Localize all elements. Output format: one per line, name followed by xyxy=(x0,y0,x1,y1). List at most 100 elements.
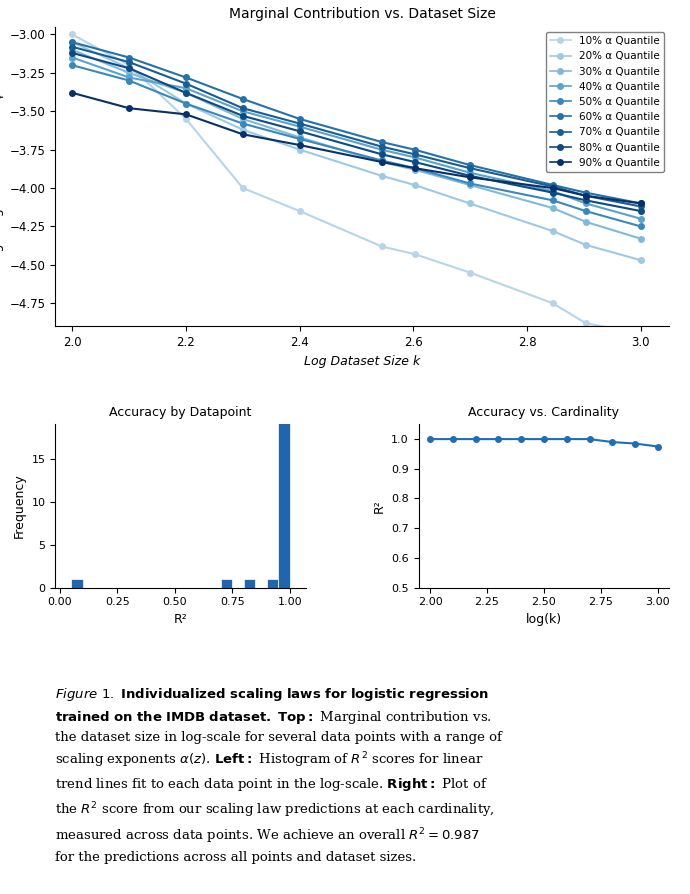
80% α Quantile xyxy=(239,111,247,122)
20% α Quantile xyxy=(295,144,304,155)
30% α Quantile xyxy=(182,88,190,98)
20% α Quantile xyxy=(637,255,645,266)
20% α Quantile xyxy=(582,240,590,250)
90% α Quantile xyxy=(637,198,645,209)
10% α Quantile xyxy=(239,182,247,193)
40% α Quantile xyxy=(125,72,133,83)
50% α Quantile xyxy=(637,221,645,232)
40% α Quantile xyxy=(549,186,557,197)
60% α Quantile xyxy=(411,144,419,155)
X-axis label: R²: R² xyxy=(174,613,188,626)
20% α Quantile xyxy=(411,180,419,190)
90% α Quantile xyxy=(125,103,133,114)
20% α Quantile xyxy=(239,124,247,135)
80% α Quantile xyxy=(549,188,557,198)
40% α Quantile xyxy=(466,167,474,178)
80% α Quantile xyxy=(295,126,304,137)
40% α Quantile xyxy=(68,52,77,63)
80% α Quantile xyxy=(125,63,133,73)
10% α Quantile xyxy=(295,206,304,216)
70% α Quantile xyxy=(239,103,247,114)
40% α Quantile xyxy=(582,198,590,209)
70% α Quantile xyxy=(68,41,77,52)
10% α Quantile xyxy=(411,249,419,259)
10% α Quantile xyxy=(549,298,557,308)
10% α Quantile xyxy=(377,241,386,252)
40% α Quantile xyxy=(182,83,190,94)
70% α Quantile xyxy=(637,201,645,212)
20% α Quantile xyxy=(466,198,474,209)
70% α Quantile xyxy=(182,79,190,89)
70% α Quantile xyxy=(295,118,304,129)
20% α Quantile xyxy=(549,225,557,236)
60% α Quantile xyxy=(295,114,304,124)
70% α Quantile xyxy=(549,181,557,192)
60% α Quantile xyxy=(637,198,645,209)
60% α Quantile xyxy=(239,94,247,105)
Y-axis label: Log Marginal Contribution ψₖ: Log Marginal Contribution ψₖ xyxy=(0,87,4,266)
Bar xyxy=(278,390,290,587)
90% α Quantile xyxy=(377,156,386,167)
30% α Quantile xyxy=(239,114,247,124)
60% α Quantile xyxy=(68,37,77,47)
Line: 60% α Quantile: 60% α Quantile xyxy=(70,39,644,207)
50% α Quantile xyxy=(68,60,77,71)
Line: 50% α Quantile: 50% α Quantile xyxy=(70,63,644,229)
Text: $\it{Figure\ 1.}$ $\bf{Individualized\ scaling\ laws\ for\ logistic\ regression}: $\it{Figure\ 1.}$ $\bf{Individualized\ s… xyxy=(55,686,502,864)
50% α Quantile xyxy=(239,118,247,129)
50% α Quantile xyxy=(582,206,590,216)
10% α Quantile xyxy=(182,114,190,124)
90% α Quantile xyxy=(182,109,190,120)
30% α Quantile xyxy=(549,203,557,214)
30% α Quantile xyxy=(411,164,419,175)
80% α Quantile xyxy=(411,156,419,167)
Legend: 10% α Quantile, 20% α Quantile, 30% α Quantile, 40% α Quantile, 50% α Quantile, : 10% α Quantile, 20% α Quantile, 30% α Qu… xyxy=(546,32,664,172)
Title: Accuracy vs. Cardinality: Accuracy vs. Cardinality xyxy=(469,406,620,419)
50% α Quantile xyxy=(377,155,386,165)
80% α Quantile xyxy=(637,206,645,216)
70% α Quantile xyxy=(466,163,474,173)
90% α Quantile xyxy=(582,190,590,201)
60% α Quantile xyxy=(182,72,190,83)
40% α Quantile xyxy=(637,214,645,224)
Line: 90% α Quantile: 90% α Quantile xyxy=(70,90,644,207)
40% α Quantile xyxy=(377,144,386,155)
50% α Quantile xyxy=(125,75,133,86)
80% α Quantile xyxy=(582,195,590,206)
Bar xyxy=(267,579,278,587)
70% α Quantile xyxy=(411,149,419,160)
40% α Quantile xyxy=(411,152,419,163)
30% α Quantile xyxy=(377,156,386,167)
Line: 40% α Quantile: 40% α Quantile xyxy=(70,55,644,222)
60% α Quantile xyxy=(549,180,557,190)
80% α Quantile xyxy=(466,171,474,181)
Line: 10% α Quantile: 10% α Quantile xyxy=(70,31,644,337)
X-axis label: log(k): log(k) xyxy=(526,613,562,626)
Line: 80% α Quantile: 80% α Quantile xyxy=(70,50,644,214)
Y-axis label: R²: R² xyxy=(373,499,386,513)
30% α Quantile xyxy=(637,233,645,244)
20% α Quantile xyxy=(68,37,77,47)
70% α Quantile xyxy=(582,190,590,201)
50% α Quantile xyxy=(295,133,304,144)
Bar xyxy=(221,579,233,587)
90% α Quantile xyxy=(549,182,557,193)
Line: 20% α Quantile: 20% α Quantile xyxy=(70,39,644,263)
Bar xyxy=(71,579,83,587)
50% α Quantile xyxy=(182,98,190,109)
30% α Quantile xyxy=(68,45,77,55)
50% α Quantile xyxy=(466,178,474,189)
Line: 30% α Quantile: 30% α Quantile xyxy=(70,47,644,241)
70% α Quantile xyxy=(125,57,133,68)
40% α Quantile xyxy=(295,122,304,132)
10% α Quantile xyxy=(637,329,645,340)
Y-axis label: Frequency: Frequency xyxy=(13,474,26,538)
90% α Quantile xyxy=(295,139,304,150)
10% α Quantile xyxy=(466,267,474,278)
X-axis label: Log Dataset Size k: Log Dataset Size k xyxy=(304,355,420,367)
10% α Quantile xyxy=(582,318,590,329)
Title: Marginal Contribution vs. Dataset Size: Marginal Contribution vs. Dataset Size xyxy=(229,7,495,21)
60% α Quantile xyxy=(125,52,133,63)
80% α Quantile xyxy=(182,88,190,98)
20% α Quantile xyxy=(182,98,190,109)
